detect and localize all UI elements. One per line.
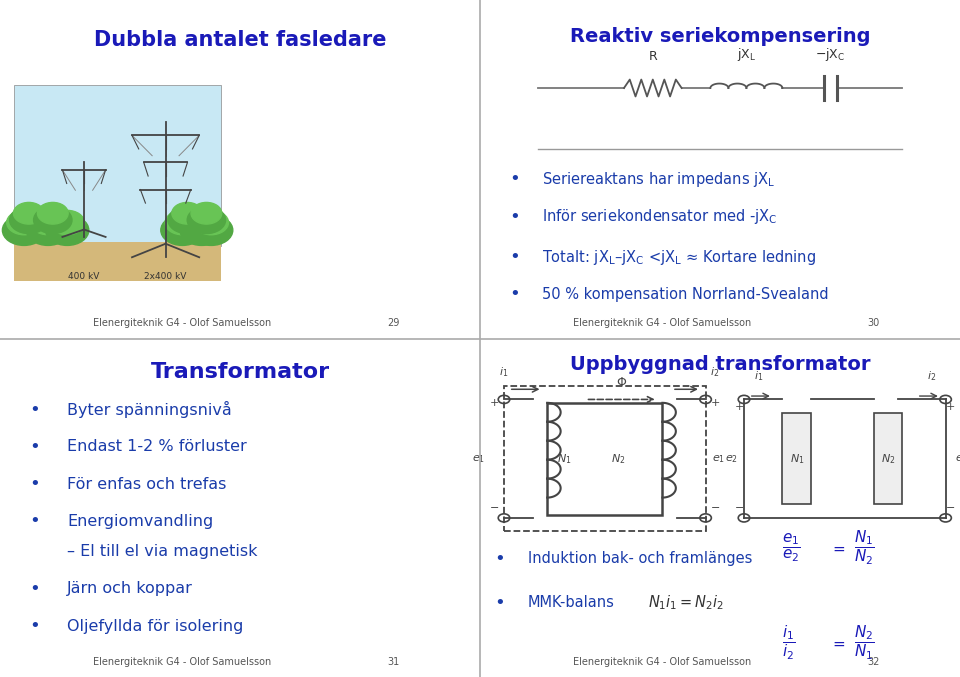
Text: $e_2$: $e_2$	[725, 453, 738, 464]
Text: $\dfrac{i_1}{i_2}$: $\dfrac{i_1}{i_2}$	[782, 624, 796, 662]
Text: 50 % kompensation Norrland-Svealand: 50 % kompensation Norrland-Svealand	[542, 287, 829, 302]
Text: Elenergiteknik G4 - Olof Samuelsson: Elenergiteknik G4 - Olof Samuelsson	[93, 318, 272, 328]
Text: $\dfrac{N_1}{N_2}$: $\dfrac{N_1}{N_2}$	[854, 529, 876, 567]
Text: $=$: $=$	[830, 541, 847, 556]
Circle shape	[161, 215, 204, 246]
Circle shape	[191, 202, 222, 224]
Circle shape	[189, 215, 232, 246]
Text: +: +	[946, 401, 955, 412]
Text: 30: 30	[868, 318, 879, 328]
Circle shape	[13, 202, 44, 224]
Circle shape	[7, 211, 41, 235]
Text: Elenergiteknik G4 - Olof Samuelsson: Elenergiteknik G4 - Olof Samuelsson	[93, 657, 272, 667]
Text: •: •	[509, 286, 519, 303]
Text: Elenergiteknik G4 - Olof Samuelsson: Elenergiteknik G4 - Olof Samuelsson	[573, 318, 752, 328]
Text: $e_1$: $e_1$	[711, 453, 725, 464]
FancyBboxPatch shape	[782, 413, 811, 504]
Text: $N_1$: $N_1$	[557, 452, 571, 466]
Text: MMK-balans: MMK-balans	[528, 595, 614, 610]
Text: −: −	[946, 503, 955, 513]
Text: $i_2$: $i_2$	[710, 366, 720, 379]
Circle shape	[37, 202, 68, 224]
Text: $-$jX$_\mathsf{C}$: $-$jX$_\mathsf{C}$	[815, 45, 846, 62]
Text: Induktion bak- och framlänges: Induktion bak- och framlänges	[528, 551, 753, 566]
Text: $\Phi$: $\Phi$	[616, 376, 627, 389]
Circle shape	[3, 215, 45, 246]
Text: −: −	[710, 503, 720, 513]
Text: $i_1$: $i_1$	[499, 366, 509, 379]
Circle shape	[31, 211, 65, 235]
Circle shape	[184, 211, 219, 235]
Text: •: •	[29, 401, 39, 418]
FancyBboxPatch shape	[14, 242, 221, 281]
Text: •: •	[509, 248, 519, 266]
FancyBboxPatch shape	[874, 413, 902, 504]
Circle shape	[34, 206, 72, 234]
Circle shape	[165, 211, 200, 235]
Text: +: +	[734, 401, 744, 412]
Text: •: •	[29, 580, 39, 598]
Circle shape	[194, 211, 228, 235]
Text: •: •	[509, 171, 519, 188]
Text: $i_2$: $i_2$	[926, 369, 936, 383]
Text: $e_1$: $e_1$	[471, 453, 485, 464]
Text: Seriereaktans har impedans jX$_\mathsf{L}$: Seriereaktans har impedans jX$_\mathsf{L…	[542, 170, 776, 189]
Text: −: −	[490, 503, 499, 513]
Text: •: •	[29, 475, 39, 493]
Text: Endast 1-2 % förluster: Endast 1-2 % förluster	[67, 439, 247, 454]
Circle shape	[27, 215, 69, 246]
Text: 31: 31	[388, 657, 399, 667]
Text: Transformator: Transformator	[151, 362, 329, 383]
Text: 400 kV: 400 kV	[68, 272, 100, 282]
Circle shape	[180, 215, 223, 246]
Text: •: •	[29, 617, 39, 635]
Text: $N_2$: $N_2$	[880, 452, 896, 466]
Text: 29: 29	[388, 318, 399, 328]
Text: $\dfrac{N_2}{N_1}$: $\dfrac{N_2}{N_1}$	[854, 624, 876, 662]
Text: •: •	[509, 208, 519, 225]
Text: Elenergiteknik G4 - Olof Samuelsson: Elenergiteknik G4 - Olof Samuelsson	[573, 657, 752, 667]
Circle shape	[10, 206, 48, 234]
Circle shape	[172, 202, 203, 224]
Text: $N_2$: $N_2$	[611, 452, 625, 466]
Text: 32: 32	[868, 657, 879, 667]
Text: $e_2$: $e_2$	[955, 453, 960, 464]
Text: För enfas och trefas: För enfas och trefas	[67, 477, 227, 492]
Text: Dubbla antalet fasledare: Dubbla antalet fasledare	[94, 30, 386, 51]
Circle shape	[50, 211, 84, 235]
Text: +: +	[490, 398, 499, 408]
Text: Byter spänningsnivå: Byter spänningsnivå	[67, 401, 232, 418]
Text: +: +	[710, 398, 720, 408]
Circle shape	[187, 206, 226, 234]
Text: •: •	[29, 438, 39, 456]
Circle shape	[46, 215, 89, 246]
Text: Energiomvandling: Energiomvandling	[67, 514, 213, 529]
Text: •: •	[29, 512, 39, 530]
Text: Reaktiv seriekompensering: Reaktiv seriekompensering	[569, 27, 871, 46]
Text: Inför seriekondensator med -jX$_\mathsf{C}$: Inför seriekondensator med -jX$_\mathsf{…	[542, 207, 778, 226]
Text: Totalt: jX$_\mathsf{L}$–jX$_\mathsf{C}$ <jX$_\mathsf{L}$ ≈ Kortare ledning: Totalt: jX$_\mathsf{L}$–jX$_\mathsf{C}$ …	[542, 248, 816, 267]
Text: 2x400 kV: 2x400 kV	[144, 272, 187, 282]
Text: jX$_\mathsf{L}$: jX$_\mathsf{L}$	[736, 45, 756, 62]
FancyBboxPatch shape	[14, 85, 221, 246]
Text: $\dfrac{e_1}{e_2}$: $\dfrac{e_1}{e_2}$	[782, 532, 801, 565]
Text: Uppbyggnad transformator: Uppbyggnad transformator	[569, 355, 871, 374]
Text: •: •	[494, 594, 505, 611]
Text: R: R	[648, 49, 658, 62]
Text: $N_1 i_1 = N_2 i_2$: $N_1 i_1 = N_2 i_2$	[648, 593, 724, 612]
Text: $=$: $=$	[830, 636, 847, 651]
Text: Järn och koppar: Järn och koppar	[67, 582, 193, 596]
Text: $N_1$: $N_1$	[789, 452, 804, 466]
Text: $i_1$: $i_1$	[754, 369, 763, 383]
Circle shape	[168, 206, 206, 234]
Text: Oljefyllda för isolering: Oljefyllda för isolering	[67, 619, 244, 634]
Text: – El till el via magnetisk: – El till el via magnetisk	[67, 544, 257, 559]
Text: −: −	[734, 503, 744, 513]
Text: •: •	[494, 550, 505, 567]
